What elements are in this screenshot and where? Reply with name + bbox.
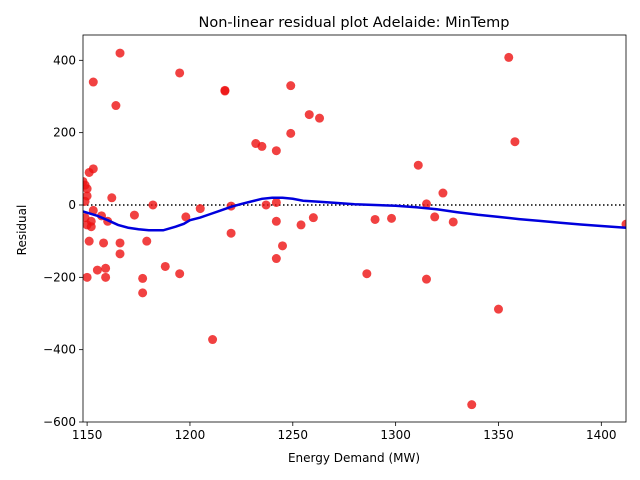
y-tick-label: 0 (68, 198, 76, 212)
x-tick-label: 1300 (380, 428, 411, 442)
residual-point (115, 249, 125, 259)
plot-frame (82, 34, 627, 423)
residual-point (142, 236, 152, 246)
residual-point (421, 199, 431, 209)
y-tick-label: −400 (43, 343, 76, 357)
residual-point (220, 85, 230, 95)
x-tick-label: 1200 (175, 428, 206, 442)
residual-point (278, 241, 288, 251)
residual-point (107, 193, 117, 203)
residual-point (438, 188, 448, 198)
residual-point (362, 269, 372, 279)
residual-point (83, 196, 90, 206)
residual-point (261, 200, 271, 210)
residual-point (175, 269, 185, 279)
plot-area (83, 48, 626, 410)
residual-point (84, 236, 94, 246)
chart-title: Non-linear residual plot Adelaide: MinTe… (199, 15, 510, 31)
residual-point (99, 238, 109, 248)
residual-point (387, 213, 397, 223)
residual-point (370, 214, 380, 224)
residual-point (315, 113, 325, 123)
residual-point (208, 335, 218, 345)
residual-point (493, 304, 503, 314)
residual-point (421, 274, 431, 284)
residual-point (504, 52, 514, 62)
residual-point (286, 128, 296, 138)
residual-point (86, 222, 96, 232)
residual-point (88, 77, 98, 87)
residual-point (111, 101, 121, 111)
y-tick-label: 200 (53, 126, 76, 140)
residual-point (148, 200, 158, 210)
residual-point (175, 68, 185, 78)
x-tick-label: 1400 (586, 428, 617, 442)
residual-point (115, 238, 125, 248)
x-tick-label: 1150 (72, 428, 103, 442)
residual-point (195, 204, 205, 214)
axes: 1150 1200 1250 1300 1350 1400 −600 −400 −200 0 200… (43, 34, 627, 442)
residual-point (83, 272, 92, 282)
residual-point (83, 184, 92, 194)
residual-point (129, 210, 139, 220)
residual-point (448, 217, 458, 227)
residual-point (92, 265, 102, 275)
residual-point (510, 137, 520, 147)
residual-point (413, 160, 423, 170)
residual-point (160, 261, 170, 271)
residual-point (226, 228, 236, 238)
residual-point (101, 263, 111, 273)
residual-point (181, 212, 191, 222)
residual-point (101, 272, 111, 282)
residual-point (257, 141, 267, 151)
x-tick-label: 1250 (278, 428, 309, 442)
x-axis-label: Energy Demand (MW) (288, 451, 420, 465)
residual-point (138, 273, 148, 283)
residual-point (467, 400, 477, 410)
residual-point (308, 213, 318, 223)
y-tick-label: −200 (43, 270, 76, 284)
residual-point (271, 216, 281, 226)
y-axis-label: Residual (15, 205, 29, 256)
x-tick-label: 1350 (483, 428, 514, 442)
residual-point (88, 164, 98, 174)
residual-point (286, 81, 296, 91)
residual-point (115, 48, 125, 58)
fit-line (83, 196, 626, 232)
residual-point (296, 220, 306, 230)
residual-point (271, 197, 281, 207)
residual-point (304, 110, 314, 120)
residual-point (271, 254, 281, 264)
y-tick-label: 400 (53, 53, 76, 67)
residual-point (430, 212, 440, 222)
residual-point (138, 288, 148, 298)
residual-point (271, 146, 281, 156)
y-tick-label: −600 (43, 415, 76, 429)
